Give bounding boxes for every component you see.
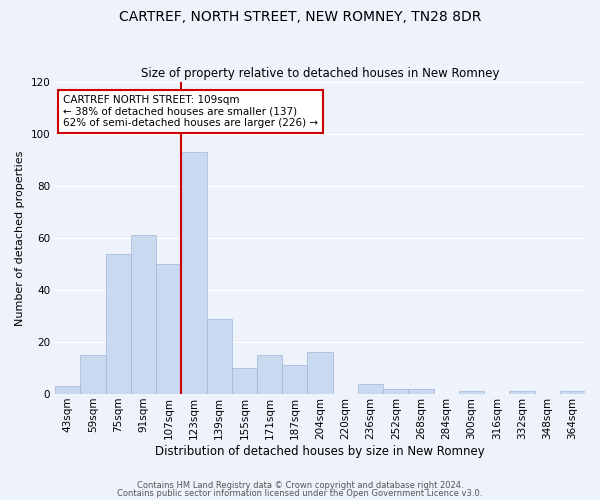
Text: CARTREF NORTH STREET: 109sqm
← 38% of detached houses are smaller (137)
62% of s: CARTREF NORTH STREET: 109sqm ← 38% of de… xyxy=(63,95,318,128)
Bar xyxy=(232,368,257,394)
Text: Contains HM Land Registry data © Crown copyright and database right 2024.: Contains HM Land Registry data © Crown c… xyxy=(137,481,463,490)
Bar xyxy=(383,389,409,394)
Bar xyxy=(560,392,585,394)
Bar xyxy=(358,384,383,394)
Bar xyxy=(181,152,206,394)
Bar xyxy=(459,392,484,394)
Bar xyxy=(206,318,232,394)
Bar xyxy=(307,352,332,394)
X-axis label: Distribution of detached houses by size in New Romney: Distribution of detached houses by size … xyxy=(155,444,485,458)
Bar xyxy=(409,389,434,394)
Bar xyxy=(257,355,282,394)
Text: Contains public sector information licensed under the Open Government Licence v3: Contains public sector information licen… xyxy=(118,488,482,498)
Title: Size of property relative to detached houses in New Romney: Size of property relative to detached ho… xyxy=(141,66,499,80)
Text: CARTREF, NORTH STREET, NEW ROMNEY, TN28 8DR: CARTREF, NORTH STREET, NEW ROMNEY, TN28 … xyxy=(119,10,481,24)
Bar xyxy=(55,386,80,394)
Bar xyxy=(131,236,156,394)
Bar xyxy=(80,355,106,394)
Y-axis label: Number of detached properties: Number of detached properties xyxy=(15,150,25,326)
Bar xyxy=(509,392,535,394)
Bar xyxy=(282,366,307,394)
Bar xyxy=(156,264,181,394)
Bar xyxy=(106,254,131,394)
